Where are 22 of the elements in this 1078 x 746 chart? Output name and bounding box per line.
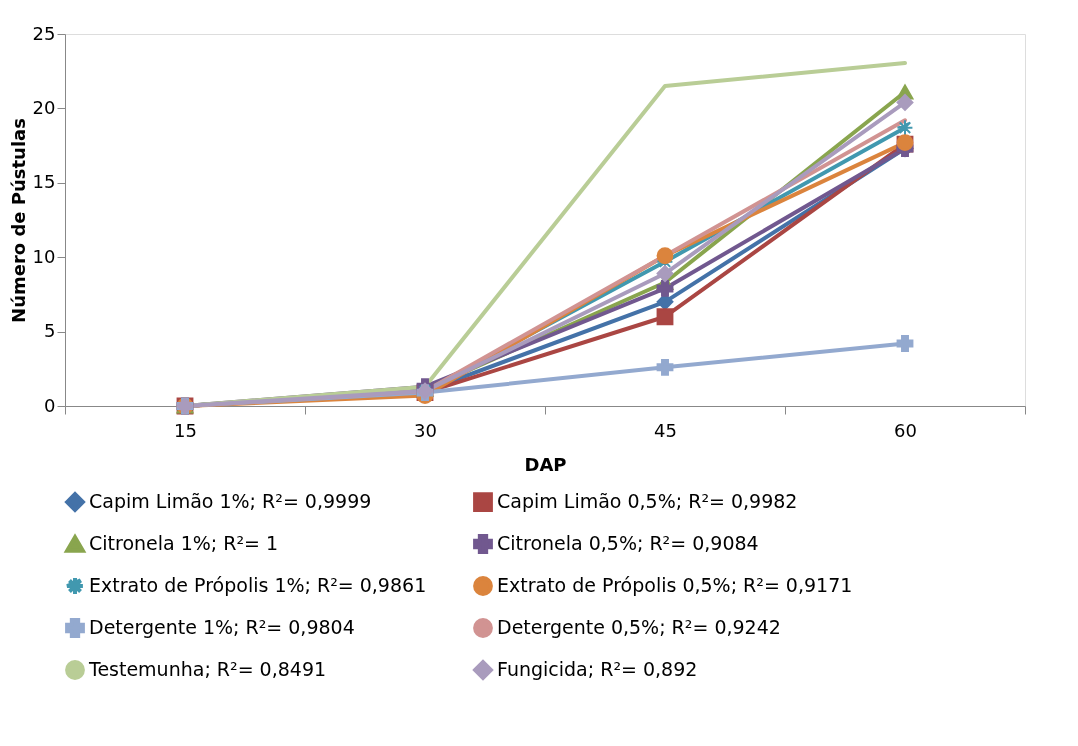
y-tick-label: 15 [32,171,56,193]
x-tick-label: 60 [894,419,917,441]
legend-label: Testemunha; R²= 0,8491 [88,658,327,680]
x-tick-label: 15 [174,419,197,441]
x-tick-label: 45 [654,419,677,441]
legend-label: Extrato de Própolis 0,5%; R²= 0,9171 [497,574,853,596]
legend-label: Fungicida; R²= 0,892 [497,658,698,680]
legend-label: Detergente 1%; R²= 0,9804 [89,616,355,638]
x-axis-title: DAP [524,453,567,475]
y-tick-label: 25 [32,22,56,44]
y-tick-label: 10 [32,245,56,267]
legend-label: Capim Limão 1%; R²= 0,9999 [89,490,372,513]
legend-label: Detergente 0,5%; R²= 0,9242 [497,616,781,638]
y-tick-label: 0 [44,394,56,416]
legend-label: Extrato de Própolis 1%; R²= 0,9861 [89,574,427,596]
y-tick-label: 20 [32,96,56,118]
y-tick-label: 5 [44,320,56,342]
legend-label: Citronela 0,5%; R²= 0,9084 [497,532,759,554]
legend-label: Capim Limão 0,5%; R²= 0,9982 [497,490,798,513]
y-axis-title: Número de Pústulas [7,118,29,323]
x-tick-label: 30 [414,419,437,441]
legend-label: Citronela 1%; R²= 1 [89,532,279,554]
